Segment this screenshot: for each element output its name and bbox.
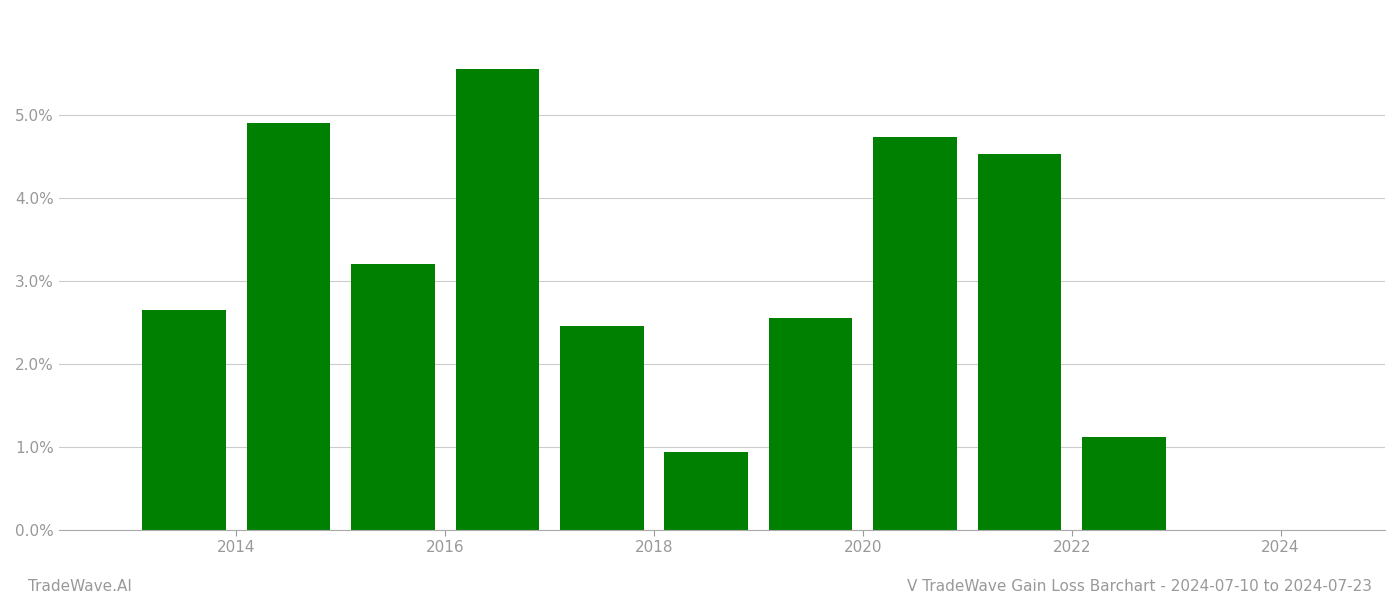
Bar [769, 318, 853, 530]
Bar [560, 326, 644, 530]
Bar [246, 123, 330, 530]
Bar [977, 154, 1061, 530]
Bar [1082, 437, 1166, 530]
Bar [665, 452, 748, 530]
Text: V TradeWave Gain Loss Barchart - 2024-07-10 to 2024-07-23: V TradeWave Gain Loss Barchart - 2024-07… [907, 579, 1372, 594]
Text: TradeWave.AI: TradeWave.AI [28, 579, 132, 594]
Bar [874, 137, 956, 530]
Bar [351, 264, 434, 530]
Bar [143, 310, 225, 530]
Bar [455, 69, 539, 530]
